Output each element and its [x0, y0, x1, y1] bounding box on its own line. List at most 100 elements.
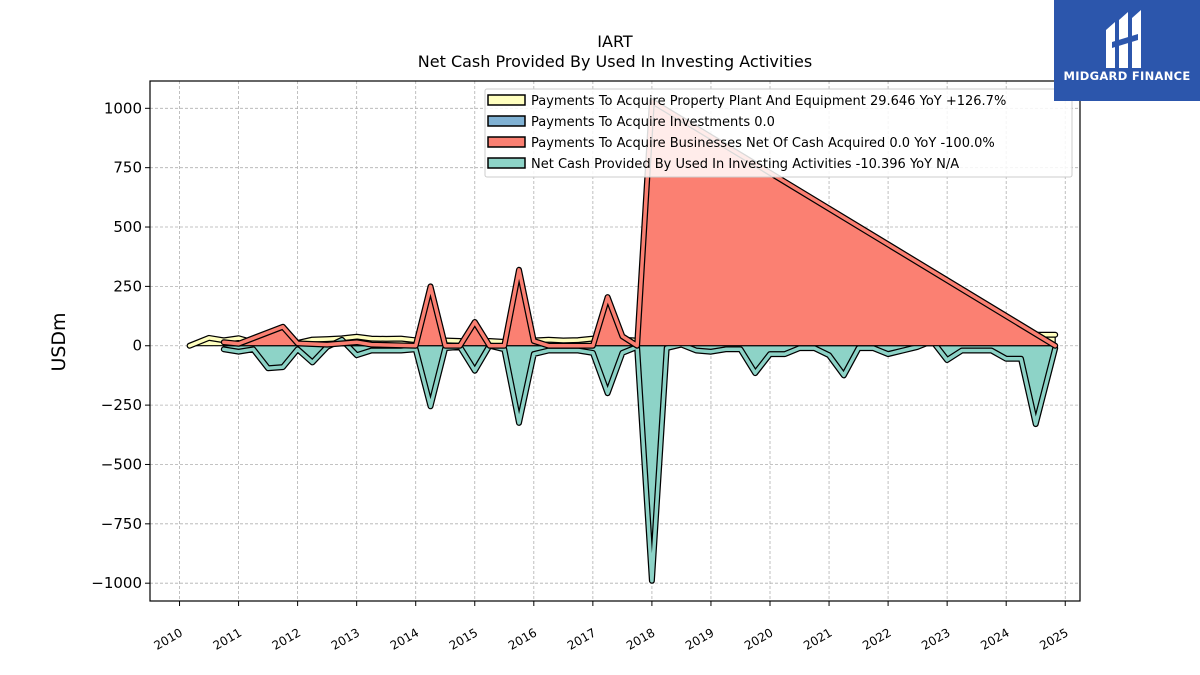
data-point: [695, 349, 697, 352]
data-point: [1054, 344, 1056, 347]
y-tick-label: −1000: [91, 574, 142, 592]
y-tick-label: 250: [113, 277, 142, 295]
series-3: [220, 336, 1059, 584]
x-tick-label: 2018: [624, 625, 657, 652]
data-point: [813, 347, 816, 349]
brand-logo: MIDGARD FINANCE: [1054, 0, 1200, 101]
legend-label: Payments To Acquire Property Plant And E…: [531, 94, 1006, 109]
data-point: [621, 335, 624, 338]
data-point: [562, 339, 565, 342]
x-tick-label: 2024: [978, 625, 1011, 652]
data-point: [488, 344, 491, 347]
data-point: [223, 341, 225, 344]
y-axis-label: USDm: [48, 312, 70, 371]
x-tick-label: 2012: [270, 625, 303, 652]
data-point: [1034, 423, 1037, 425]
data-point: [621, 352, 624, 354]
data-point: [828, 354, 830, 357]
x-tick-label: 2021: [801, 625, 834, 652]
data-point: [503, 344, 506, 347]
x-tick-label: 2019: [683, 625, 716, 652]
data-point: [385, 338, 388, 340]
chart-title: IART: [597, 32, 633, 51]
x-tick-label: 2016: [506, 625, 539, 652]
y-tick-label: 500: [113, 218, 142, 236]
data-point: [503, 348, 506, 351]
data-point: [547, 344, 550, 347]
data-point: [887, 353, 889, 355]
y-tick-label: 0: [132, 337, 142, 355]
data-point: [282, 366, 284, 368]
data-point: [326, 343, 328, 346]
data-point: [414, 348, 417, 351]
series-layer: [186, 98, 1059, 584]
data-point: [1020, 358, 1022, 360]
legend-swatch: [487, 136, 526, 148]
data-point: [370, 337, 373, 340]
data-point: [577, 339, 579, 341]
series-line: [222, 338, 1057, 583]
midgard-logo-icon: [1106, 10, 1141, 68]
y-tick-label: −500: [101, 455, 142, 473]
x-tick-label: 2011: [211, 625, 244, 652]
data-point: [459, 344, 461, 347]
data-point: [223, 348, 225, 351]
y-tick-label: 1000: [104, 99, 142, 117]
legend-swatch: [487, 94, 526, 106]
data-point: [798, 347, 801, 349]
legend-swatch: [487, 115, 526, 127]
data-point: [429, 285, 432, 288]
data-point: [237, 350, 240, 353]
data-point: [188, 344, 191, 347]
x-axis: 2010 2011 2012 2013 2014 2015 2016 2017 2018 2019…: [152, 601, 1071, 653]
data-point: [606, 296, 609, 298]
data-point: [1054, 334, 1056, 336]
data-point: [355, 335, 358, 338]
data-point: [355, 341, 358, 344]
data-point: [754, 372, 756, 374]
data-point: [562, 349, 565, 352]
y-tick-label: 750: [113, 159, 142, 177]
data-point: [710, 350, 712, 353]
y-tick-label: −750: [101, 515, 142, 533]
x-tick-label: 2020: [742, 625, 775, 652]
legend: Payments To Acquire Property Plant And E…: [484, 88, 1073, 178]
data-point: [518, 422, 520, 424]
data-point: [208, 337, 210, 339]
x-tick-label: 2022: [860, 625, 893, 652]
data-point: [636, 344, 638, 347]
data-point: [400, 349, 402, 352]
data-point: [282, 326, 284, 328]
chart-subtitle: Net Cash Provided By Used In Investing A…: [418, 52, 812, 71]
data-point: [296, 348, 299, 351]
data-point: [474, 369, 476, 372]
x-tick-label: 2023: [919, 625, 952, 652]
data-point: [267, 367, 269, 370]
x-tick-label: 2013: [329, 625, 362, 652]
data-point: [444, 344, 447, 347]
x-tick-label: 2017: [565, 625, 598, 652]
y-axis: 1000 750 500 250 0 −250 −500 −750 −1000: [91, 99, 150, 592]
data-point: [946, 359, 948, 361]
data-point: [916, 346, 919, 348]
x-tick-label: 2014: [388, 625, 421, 652]
data-point: [592, 352, 594, 354]
legend-label: Payments To Acquire Businesses Net Of Ca…: [531, 136, 995, 151]
data-point: [400, 337, 402, 340]
data-point: [961, 349, 963, 352]
data-point: [1005, 358, 1007, 360]
data-point: [414, 344, 417, 347]
data-point: [385, 349, 388, 352]
data-point: [547, 339, 550, 341]
data-point: [843, 374, 845, 377]
y-tick-label: −250: [101, 396, 142, 414]
legend-label: Net Cash Provided By Used In Investing A…: [531, 157, 959, 172]
data-point: [355, 354, 358, 357]
plot-frame: [149, 80, 1081, 602]
data-point: [474, 321, 476, 323]
data-point: [370, 343, 373, 346]
data-point: [311, 338, 314, 341]
data-point: [651, 580, 653, 582]
data-point: [296, 342, 299, 345]
data-point: [857, 347, 860, 349]
